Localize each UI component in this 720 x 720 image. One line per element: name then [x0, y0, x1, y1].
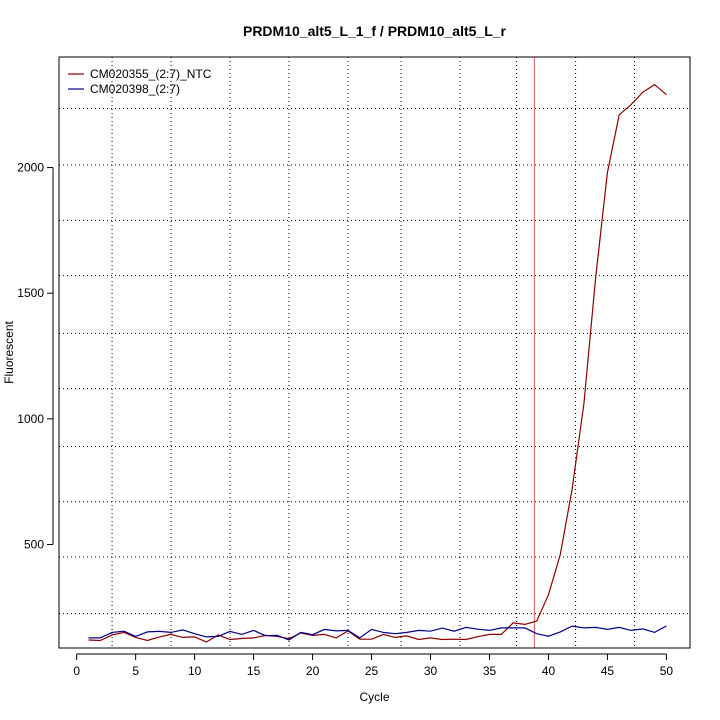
chart-title: PRDM10_alt5_L_1_f / PRDM10_alt5_L_r [243, 23, 507, 39]
y-tick-label: 2000 [17, 161, 44, 175]
x-tick-label: 10 [188, 664, 202, 678]
y-tick-label: 1500 [17, 286, 44, 300]
y-axis-label: Fluorescent [2, 320, 16, 383]
x-axis-label: Cycle [359, 690, 389, 704]
x-tick-label: 40 [542, 664, 556, 678]
x-tick-label: 45 [601, 664, 615, 678]
series-group [88, 83, 667, 643]
legend-label: CM020355_(2:7)_NTC [90, 67, 212, 81]
x-tick-label: 20 [306, 664, 320, 678]
series-line [88, 83, 667, 643]
y-axis: 500 1000 1500 2000 [17, 161, 54, 551]
series-line [88, 625, 667, 641]
x-tick-label: 5 [132, 664, 139, 678]
plot-frame [58, 56, 691, 649]
x-tick-label: 25 [365, 664, 379, 678]
y-tick-label: 500 [24, 537, 44, 551]
x-tick-label: 30 [424, 664, 438, 678]
x-tick-label: 0 [73, 664, 80, 678]
grid [59, 57, 690, 648]
y-tick-label: 1000 [17, 412, 44, 426]
x-tick-label: 50 [660, 664, 674, 678]
x-tick-label: 35 [483, 664, 497, 678]
x-tick-label: 15 [247, 664, 261, 678]
legend-label: CM020398_(2:7) [90, 82, 180, 96]
x-axis: 0 5 10 15 20 25 30 35 40 45 50 [73, 653, 674, 678]
